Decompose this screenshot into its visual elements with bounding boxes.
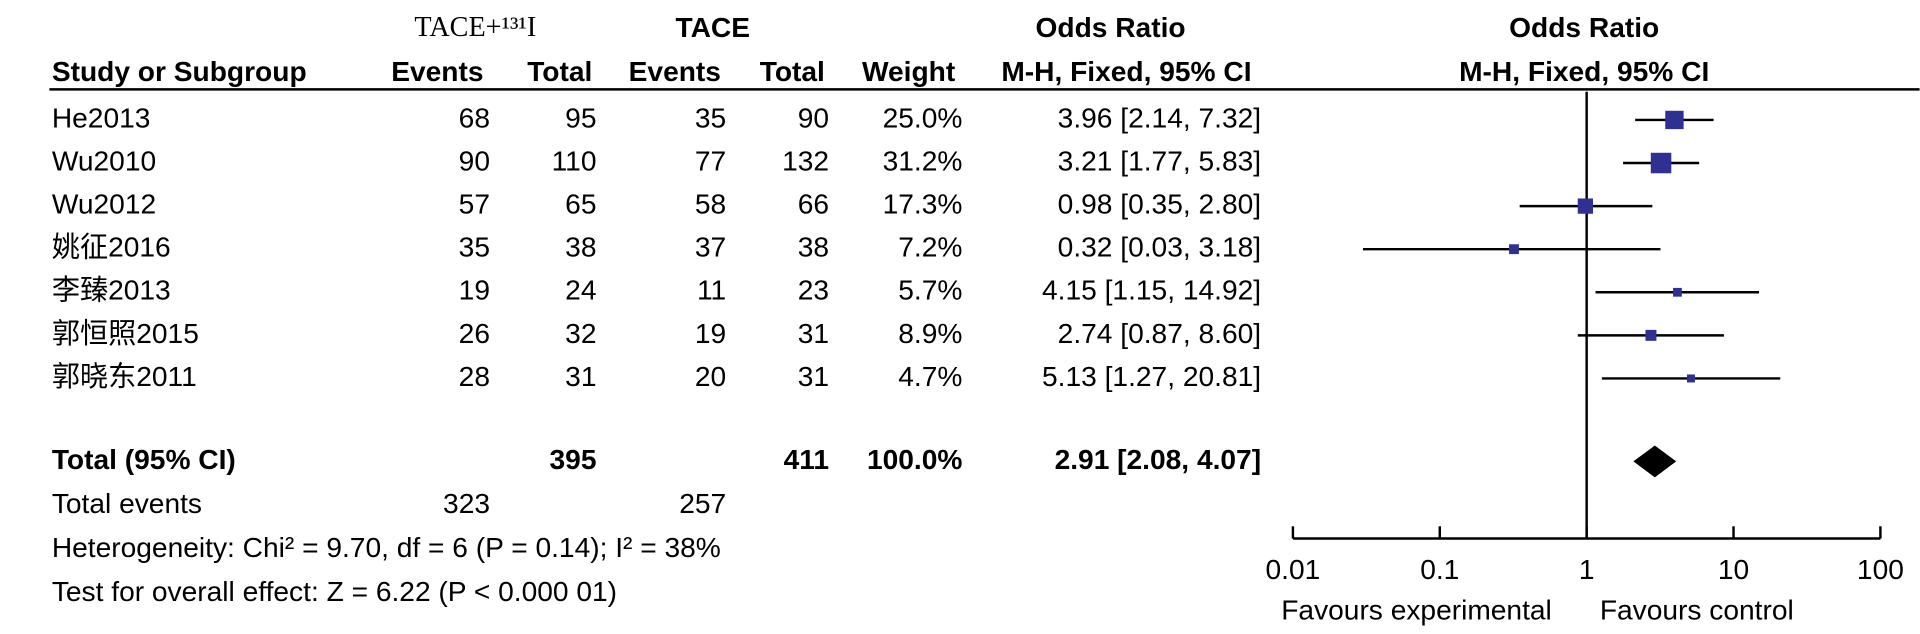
cell: 17.3% (883, 189, 963, 220)
cell: 25.0% (883, 102, 963, 133)
plot-title: Odds Ratio (1509, 12, 1659, 43)
effect-square (1650, 152, 1672, 174)
cell: 35 (695, 102, 726, 133)
cell: 31.2% (883, 145, 963, 176)
group-header: TACE+¹³¹I (414, 12, 536, 43)
cell: 24 (565, 275, 596, 306)
cell: 32 (565, 318, 596, 349)
study-name: Wu2012 (52, 189, 156, 220)
x-tick-label: 1 (1579, 554, 1595, 585)
study-name: 李臻2013 (52, 275, 171, 306)
cell: 4.15 [1.15, 14.92] (1042, 275, 1261, 306)
cell: 2.74 [0.87, 8.60] (1058, 318, 1261, 349)
cell: 38 (565, 232, 596, 263)
cell: 26 (459, 318, 490, 349)
x-tick-label: 10 (1718, 554, 1749, 585)
cell: 5.7% (898, 275, 962, 306)
plot-subtitle: M-H, Fixed, 95% CI (1459, 56, 1709, 87)
total-cell: 395 (550, 444, 597, 475)
group-header: TACE (676, 12, 751, 43)
cell: 323 (443, 488, 490, 519)
cell: 20 (695, 361, 726, 392)
total-events-name: Total events (52, 488, 202, 519)
cell: 4.7% (898, 361, 962, 392)
effect-square (1686, 374, 1695, 383)
study-name: Wu2010 (52, 145, 156, 176)
cell: 66 (798, 189, 829, 220)
cell: 8.9% (898, 318, 962, 349)
effect-square (1509, 244, 1519, 255)
effect-square (1645, 329, 1657, 341)
column-header: Events (391, 56, 483, 87)
overall-effect: Test for overall effect: Z = 6.22 (P < 0… (52, 576, 617, 607)
cell: 23 (798, 275, 829, 306)
cell: 90 (798, 102, 829, 133)
effect-square (1577, 198, 1594, 214)
cell: 58 (695, 189, 726, 220)
study-name: 郭晓东2011 (52, 361, 197, 392)
cell: 68 (459, 102, 490, 133)
column-header: Total (760, 56, 825, 87)
cell: 37 (695, 232, 726, 263)
cell: 57 (459, 189, 490, 220)
study-name: 姚征2016 (52, 232, 171, 263)
cell: 0.32 [0.03, 3.18] (1058, 232, 1261, 263)
total-cell: 411 (784, 444, 829, 475)
cell: 19 (459, 275, 490, 306)
ci-column-title: Odds Ratio (1035, 12, 1185, 43)
x-tick-label: 100 (1857, 554, 1904, 585)
x-tick-label: 0.1 (1420, 554, 1459, 585)
cell: 77 (695, 145, 726, 176)
study-name: 郭恒照2015 (52, 318, 199, 349)
column-header: Events (629, 56, 721, 87)
cell: 257 (679, 488, 726, 519)
cell: 110 (552, 145, 597, 176)
cell: 31 (565, 361, 596, 392)
column-header: Weight (862, 56, 956, 87)
column-header: Total (527, 56, 592, 87)
column-header: Study or Subgroup (52, 56, 307, 87)
total-name: Total (95% CI) (52, 444, 236, 475)
effect-square (1673, 287, 1682, 297)
column-header: M-H, Fixed, 95% CI (1001, 56, 1251, 87)
cell: 5.13 [1.27, 20.81] (1042, 361, 1261, 392)
study-name: He2013 (52, 102, 151, 133)
effect-square (1665, 110, 1684, 130)
cell: 31 (798, 361, 829, 392)
cell: 3.21 [1.77, 5.83] (1058, 145, 1261, 176)
total-diamond (1633, 445, 1677, 478)
cell: 38 (798, 232, 829, 263)
x-label: Favours experimental (1281, 594, 1552, 625)
heterogeneity: Heterogeneity: Chi² = 9.70, df = 6 (P = … (52, 532, 721, 563)
cell: 7.2% (898, 232, 962, 263)
cell: 90 (459, 145, 490, 176)
x-label: Favours control (1600, 594, 1794, 625)
cell: 31 (798, 318, 829, 349)
total-cell: 100.0% (867, 444, 962, 475)
cell: 65 (565, 189, 596, 220)
cell: 0.98 [0.35, 2.80] (1058, 189, 1261, 220)
cell: 35 (459, 232, 490, 263)
x-tick-label: 0.01 (1266, 554, 1321, 585)
cell: 11 (697, 275, 726, 306)
cell: 132 (782, 145, 829, 176)
cell: 28 (459, 361, 490, 392)
cell: 19 (695, 318, 726, 349)
total-cell: 2.91 [2.08, 4.07] (1055, 444, 1262, 475)
cell: 95 (565, 102, 596, 133)
cell: 3.96 [2.14, 7.32] (1058, 102, 1261, 133)
